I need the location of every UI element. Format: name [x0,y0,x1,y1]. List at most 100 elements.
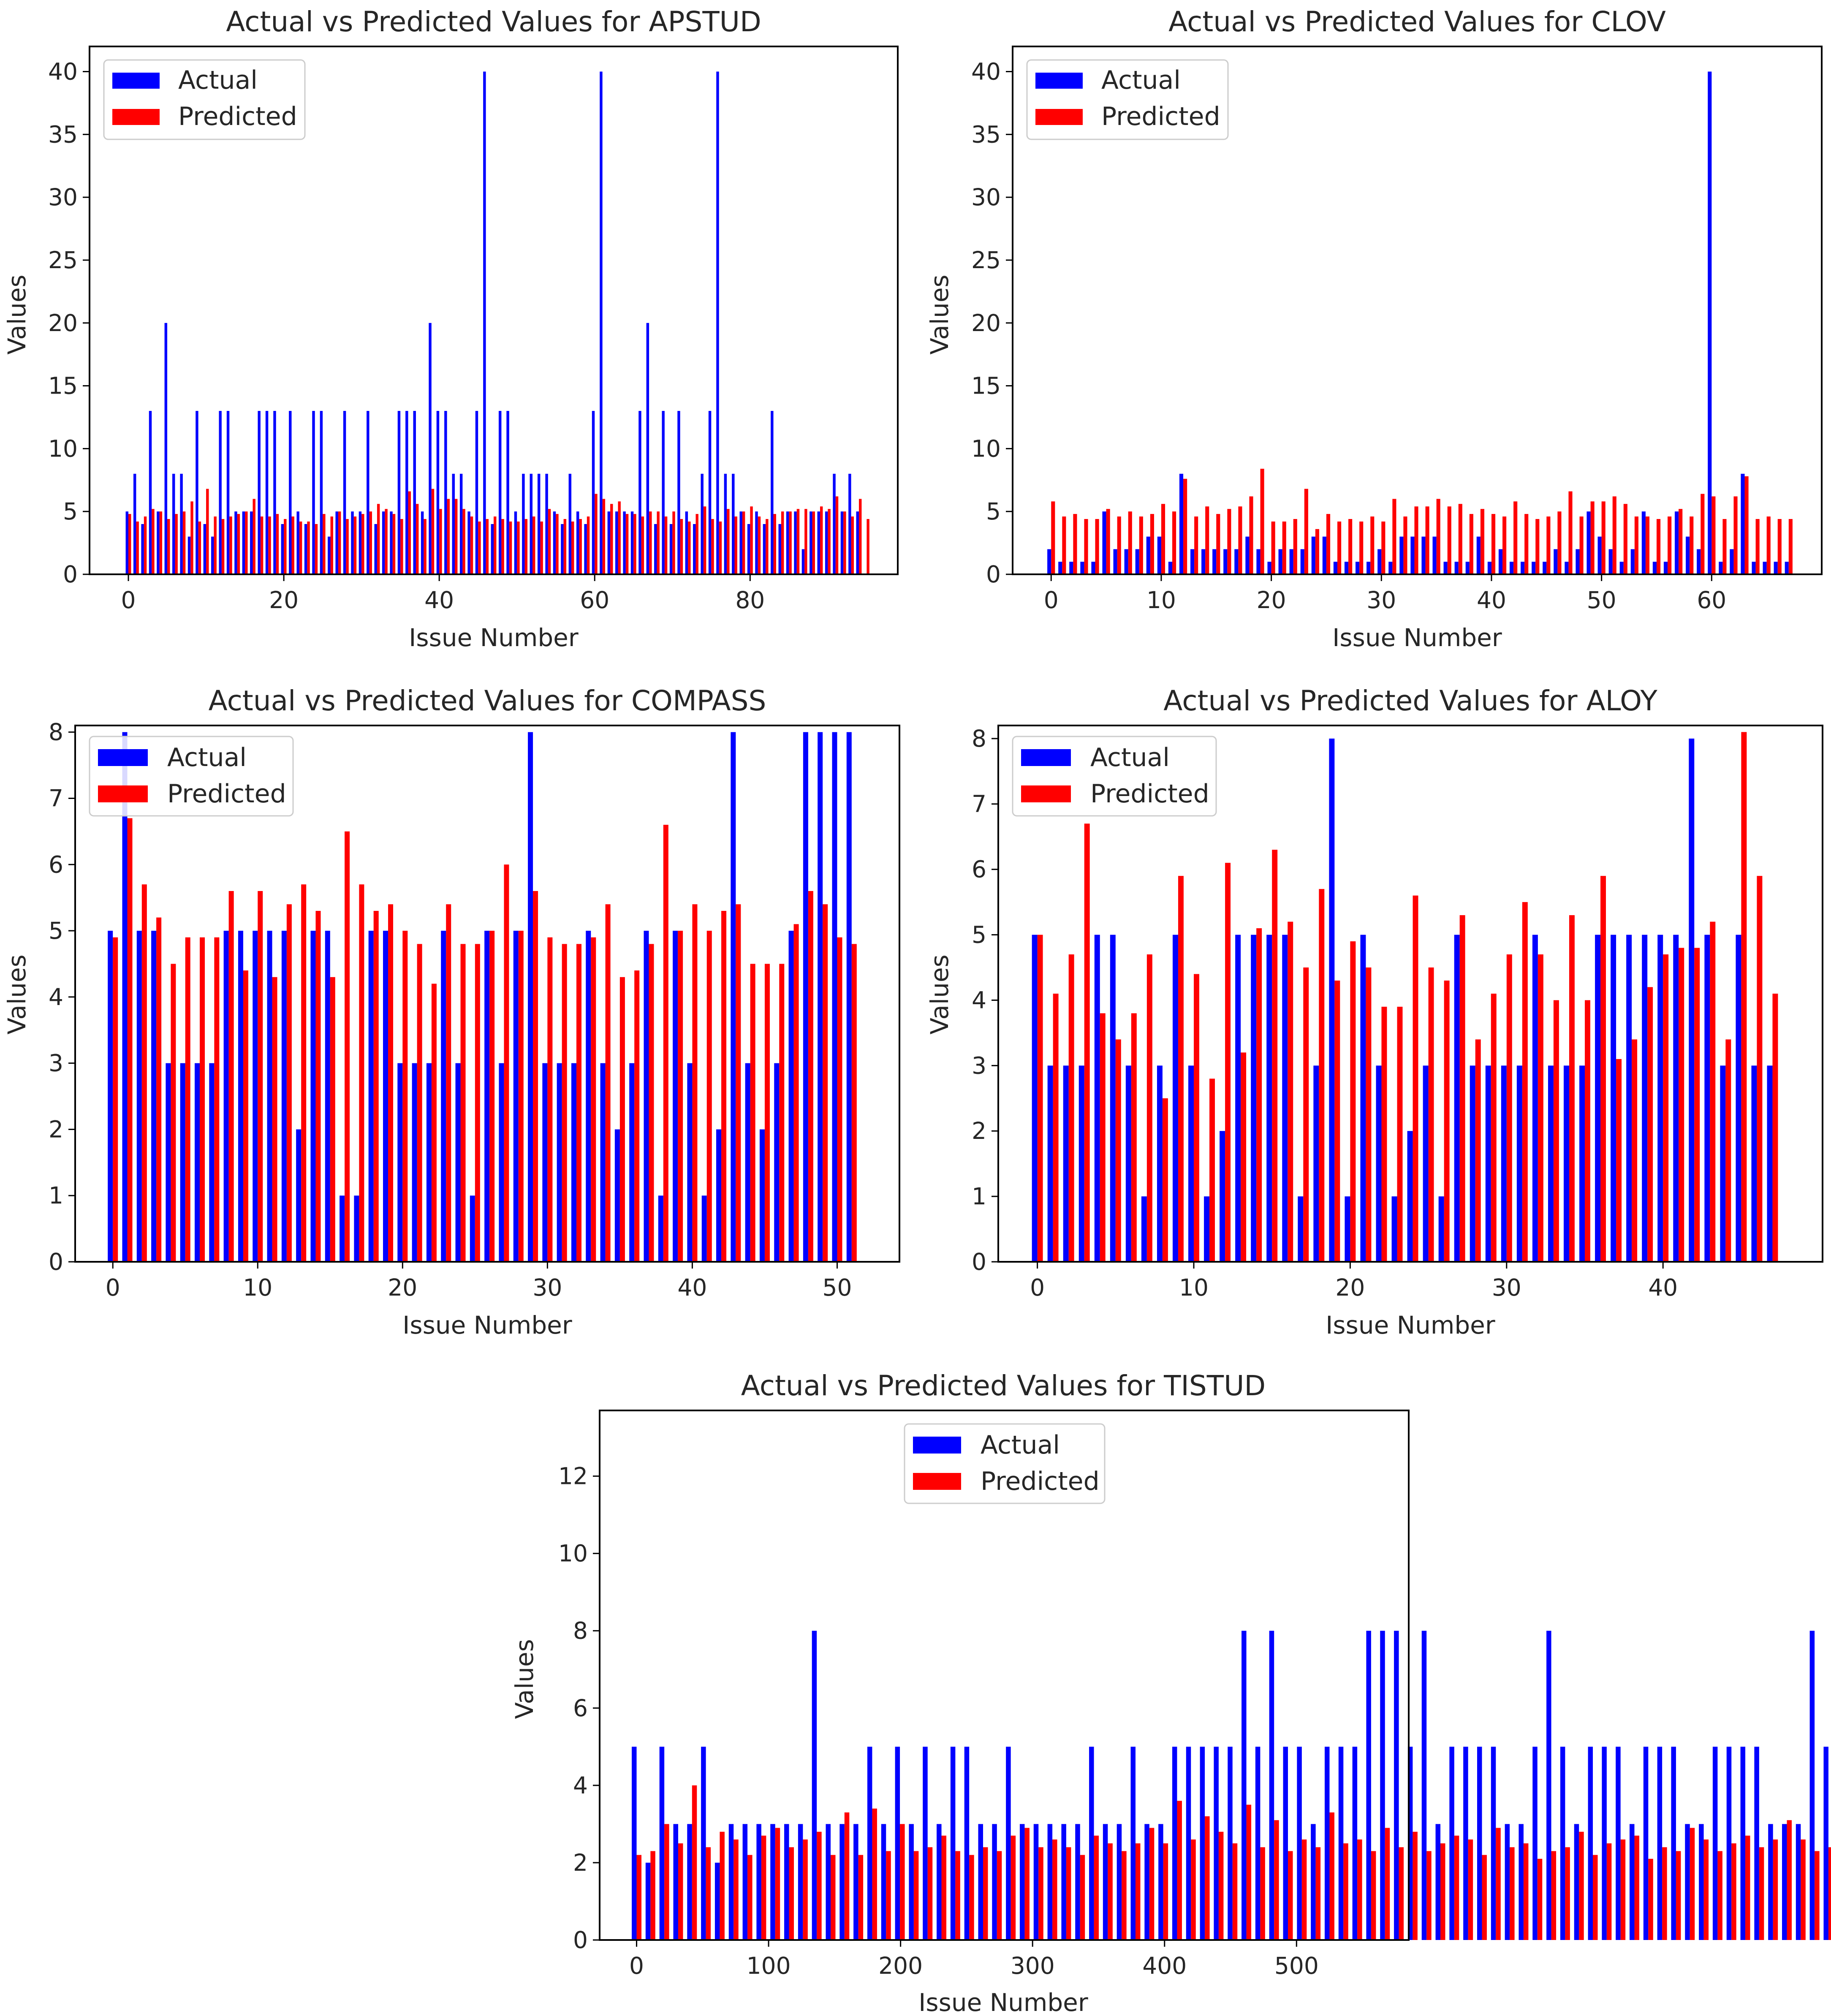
predicted-bar [1094,1835,1099,1940]
actual-bar [1543,562,1547,574]
actual-bar [281,524,284,574]
legend-actual-swatch [112,73,160,89]
predicted-bar [454,499,458,574]
predicted-bar [779,964,785,1262]
actual-bar [1740,1747,1746,1940]
actual-bar [537,473,541,574]
y-tick-label: 2 [49,1116,63,1143]
predicted-bar [221,519,225,574]
actual-bar [180,1063,185,1262]
predicted-bar [556,514,559,574]
actual-bar [1608,549,1613,574]
predicted-bar [563,519,567,574]
predicted-bar [634,970,640,1262]
actual-bar [817,511,820,574]
bar-group [108,732,857,1262]
actual-bar [267,931,272,1262]
actual-bar [755,511,758,574]
predicted-bar [1459,915,1465,1262]
y-tick-label: 0 [49,1248,63,1275]
predicted-bar [1177,1801,1182,1940]
predicted-bar [1568,491,1573,574]
actual-bar [1407,1747,1413,1940]
y-tick-label: 6 [972,856,986,883]
predicted-bar [664,1824,669,1940]
actual-bar [646,323,649,574]
y-tick-label: 15 [971,372,1001,399]
y-tick-label: 0 [972,1248,986,1275]
predicted-bar [625,514,629,574]
y-tick-label: 35 [971,121,1001,148]
actual-bar [172,473,175,574]
predicted-bar [633,514,636,574]
actual-bar [1602,1747,1607,1940]
actual-bar [397,411,401,574]
actual-bar [1313,1065,1319,1262]
x-tick-label: 10 [1179,1274,1209,1301]
actual-bar [685,511,688,574]
actual-bar [281,931,287,1262]
actual-bar [1595,935,1601,1262]
y-tick-label: 8 [49,719,63,746]
predicted-bar [1772,994,1778,1262]
actual-bar [1532,562,1536,574]
y-tick-label: 2 [573,1849,588,1876]
actual-bar [506,411,509,574]
x-tick-label: 30 [1366,587,1396,614]
actual-bar [1251,935,1257,1262]
actual-bar [584,524,587,574]
actual-bar [1576,549,1580,574]
actual-bar [209,1063,215,1262]
predicted-bar [489,931,495,1262]
predicted-bar [1315,1847,1321,1940]
actual-bar [1135,549,1139,574]
predicted-bar [1359,522,1364,574]
actual-bar [1685,1824,1690,1940]
predicted-bar [1288,1851,1293,1940]
predicted-bar [1128,511,1132,574]
actual-bar [108,931,113,1262]
actual-bar [856,511,859,574]
predicted-bar [1634,516,1638,574]
predicted-bar [190,501,193,574]
predicted-bar [1647,987,1653,1262]
actual-bar [716,1129,722,1262]
predicted-bar [1440,1843,1445,1940]
actual-bar [818,732,823,1262]
predicted-bar [820,506,823,574]
actual-bar [771,411,774,574]
predicted-bar [171,964,176,1262]
predicted-bar [1601,501,1606,574]
legend-predicted-label: Predicted [981,1467,1100,1496]
actual-bar [839,1824,845,1940]
predicted-bar [1131,1013,1137,1262]
bar-group [1047,71,1793,574]
actual-bar [687,1063,693,1262]
chart-aloy: Actual vs Predicted Values for ALOY Issu… [925,685,1823,1339]
actual-bar [701,1747,706,1940]
predicted-bar [439,509,442,574]
predicted-bar [486,519,489,574]
predicted-bar [1468,1839,1473,1940]
predicted-bar [657,511,660,574]
predicted-bar [1620,1839,1626,1940]
actual-bar [1091,562,1095,574]
predicted-bar [1413,1831,1418,1940]
actual-bar [1554,549,1558,574]
actual-bar [1061,1824,1066,1940]
actual-bar [1311,536,1315,574]
predicted-bar [1553,1000,1559,1262]
predicted-bar [562,944,567,1262]
actual-bar [1435,1824,1441,1940]
y-tick-label: 6 [573,1695,588,1722]
actual-bar [788,931,794,1262]
predicted-bar [1194,974,1199,1262]
actual-bar [673,1824,678,1940]
predicted-bar [969,1855,974,1940]
actual-bar [405,411,408,574]
actual-bar [833,473,836,574]
predicted-bar [1052,1839,1057,1940]
predicted-bar [828,509,831,574]
predicted-bar [1590,501,1595,574]
predicted-bar [1272,850,1278,1262]
